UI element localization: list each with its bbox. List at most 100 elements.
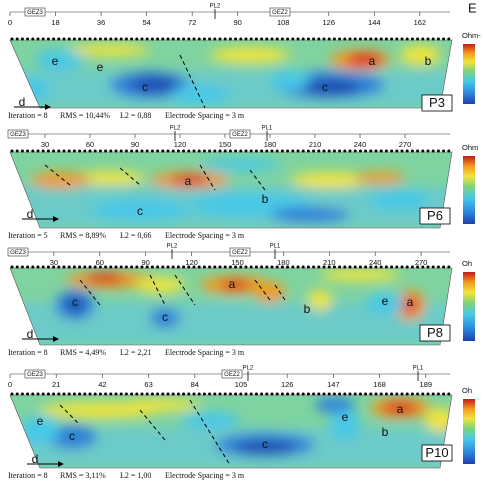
footer-text: RMS = 10,44% xyxy=(60,111,110,120)
electrode xyxy=(124,265,128,269)
anomaly xyxy=(170,85,230,105)
tick-label: 105 xyxy=(235,380,248,389)
electrode xyxy=(379,149,383,153)
electrode xyxy=(322,265,326,269)
electrode xyxy=(156,265,160,269)
electrode xyxy=(52,149,56,153)
electrode xyxy=(176,37,180,41)
tick-label: 60 xyxy=(86,140,94,149)
electrode xyxy=(244,392,248,396)
electrode xyxy=(93,392,97,396)
electrode xyxy=(384,37,388,41)
electrode xyxy=(72,149,76,153)
electrode xyxy=(67,392,71,396)
electrode xyxy=(447,149,451,153)
tick-label: 90 xyxy=(142,258,150,267)
electrode xyxy=(301,265,305,269)
electrode xyxy=(104,149,108,153)
zone-label: a xyxy=(407,295,414,309)
electrode xyxy=(161,265,165,269)
arrow-head xyxy=(53,216,59,222)
electrode xyxy=(46,392,50,396)
panel-name: P10 xyxy=(425,445,448,460)
electrode xyxy=(322,37,326,41)
electrode xyxy=(88,265,92,269)
electrode xyxy=(83,37,87,41)
anomaly xyxy=(130,77,180,93)
electrode xyxy=(327,149,331,153)
electrode xyxy=(114,149,118,153)
section xyxy=(10,40,452,108)
electrode xyxy=(254,37,258,41)
footer-text: L2 = 0,66 xyxy=(120,231,151,240)
electrode xyxy=(161,392,165,396)
panel-name: P8 xyxy=(427,325,443,340)
electrode xyxy=(26,392,30,396)
anomaly xyxy=(270,207,350,223)
electrode xyxy=(395,392,399,396)
electrode xyxy=(275,149,279,153)
electrode xyxy=(379,37,383,41)
footer-text: RMS = 3,11% xyxy=(60,471,106,480)
electrode xyxy=(114,265,118,269)
electrode xyxy=(358,265,362,269)
electrode xyxy=(405,265,409,269)
band xyxy=(10,70,452,108)
electrode xyxy=(10,37,14,41)
electrode xyxy=(156,149,160,153)
electrode xyxy=(197,265,201,269)
electrode xyxy=(317,265,321,269)
electrode xyxy=(223,149,227,153)
panel-box xyxy=(419,324,451,342)
electrode xyxy=(270,37,274,41)
electrode xyxy=(140,37,144,41)
electrode xyxy=(405,149,409,153)
electrode xyxy=(109,37,113,41)
electrode xyxy=(348,265,352,269)
footer-text: L2 = 2,21 xyxy=(120,348,151,357)
footer-text: RMS = 4,49% xyxy=(60,348,106,357)
electrode xyxy=(234,149,238,153)
zone-label: a xyxy=(397,402,404,416)
electrode xyxy=(265,149,269,153)
electrode xyxy=(83,265,87,269)
tick-label: 147 xyxy=(327,380,340,389)
electrode xyxy=(119,149,123,153)
electrode xyxy=(400,265,404,269)
electrode xyxy=(98,37,102,41)
electrode xyxy=(343,265,347,269)
electrode xyxy=(364,149,368,153)
electrode xyxy=(26,149,30,153)
electrode xyxy=(338,392,342,396)
electrode xyxy=(150,392,154,396)
anomaly xyxy=(35,50,85,70)
electrode xyxy=(317,392,321,396)
electrode xyxy=(384,149,388,153)
fault xyxy=(59,404,81,426)
electrode xyxy=(192,392,196,396)
electrode xyxy=(145,149,149,153)
electrode xyxy=(244,265,248,269)
electrode xyxy=(317,37,321,41)
marker-label: GEZ3 xyxy=(27,10,43,16)
tick-label: 108 xyxy=(277,18,290,27)
colorbar xyxy=(463,399,475,464)
tick-label: 162 xyxy=(414,18,427,27)
electrode xyxy=(239,392,243,396)
footer-text: Iteration = 8 xyxy=(8,348,48,357)
tick-label: 42 xyxy=(98,380,106,389)
marker-box xyxy=(221,369,243,379)
zone-label: c xyxy=(162,310,168,324)
electrode xyxy=(296,149,300,153)
electrode xyxy=(436,149,440,153)
anomaly xyxy=(20,416,60,444)
electrode xyxy=(150,149,154,153)
footer-text: L2 = 1,00 xyxy=(120,471,151,480)
marker-label: PL1 xyxy=(262,126,273,132)
electrode xyxy=(171,265,175,269)
electrode xyxy=(26,37,30,41)
zone-label: e xyxy=(382,294,389,308)
electrode xyxy=(130,149,134,153)
electrode xyxy=(104,37,108,41)
